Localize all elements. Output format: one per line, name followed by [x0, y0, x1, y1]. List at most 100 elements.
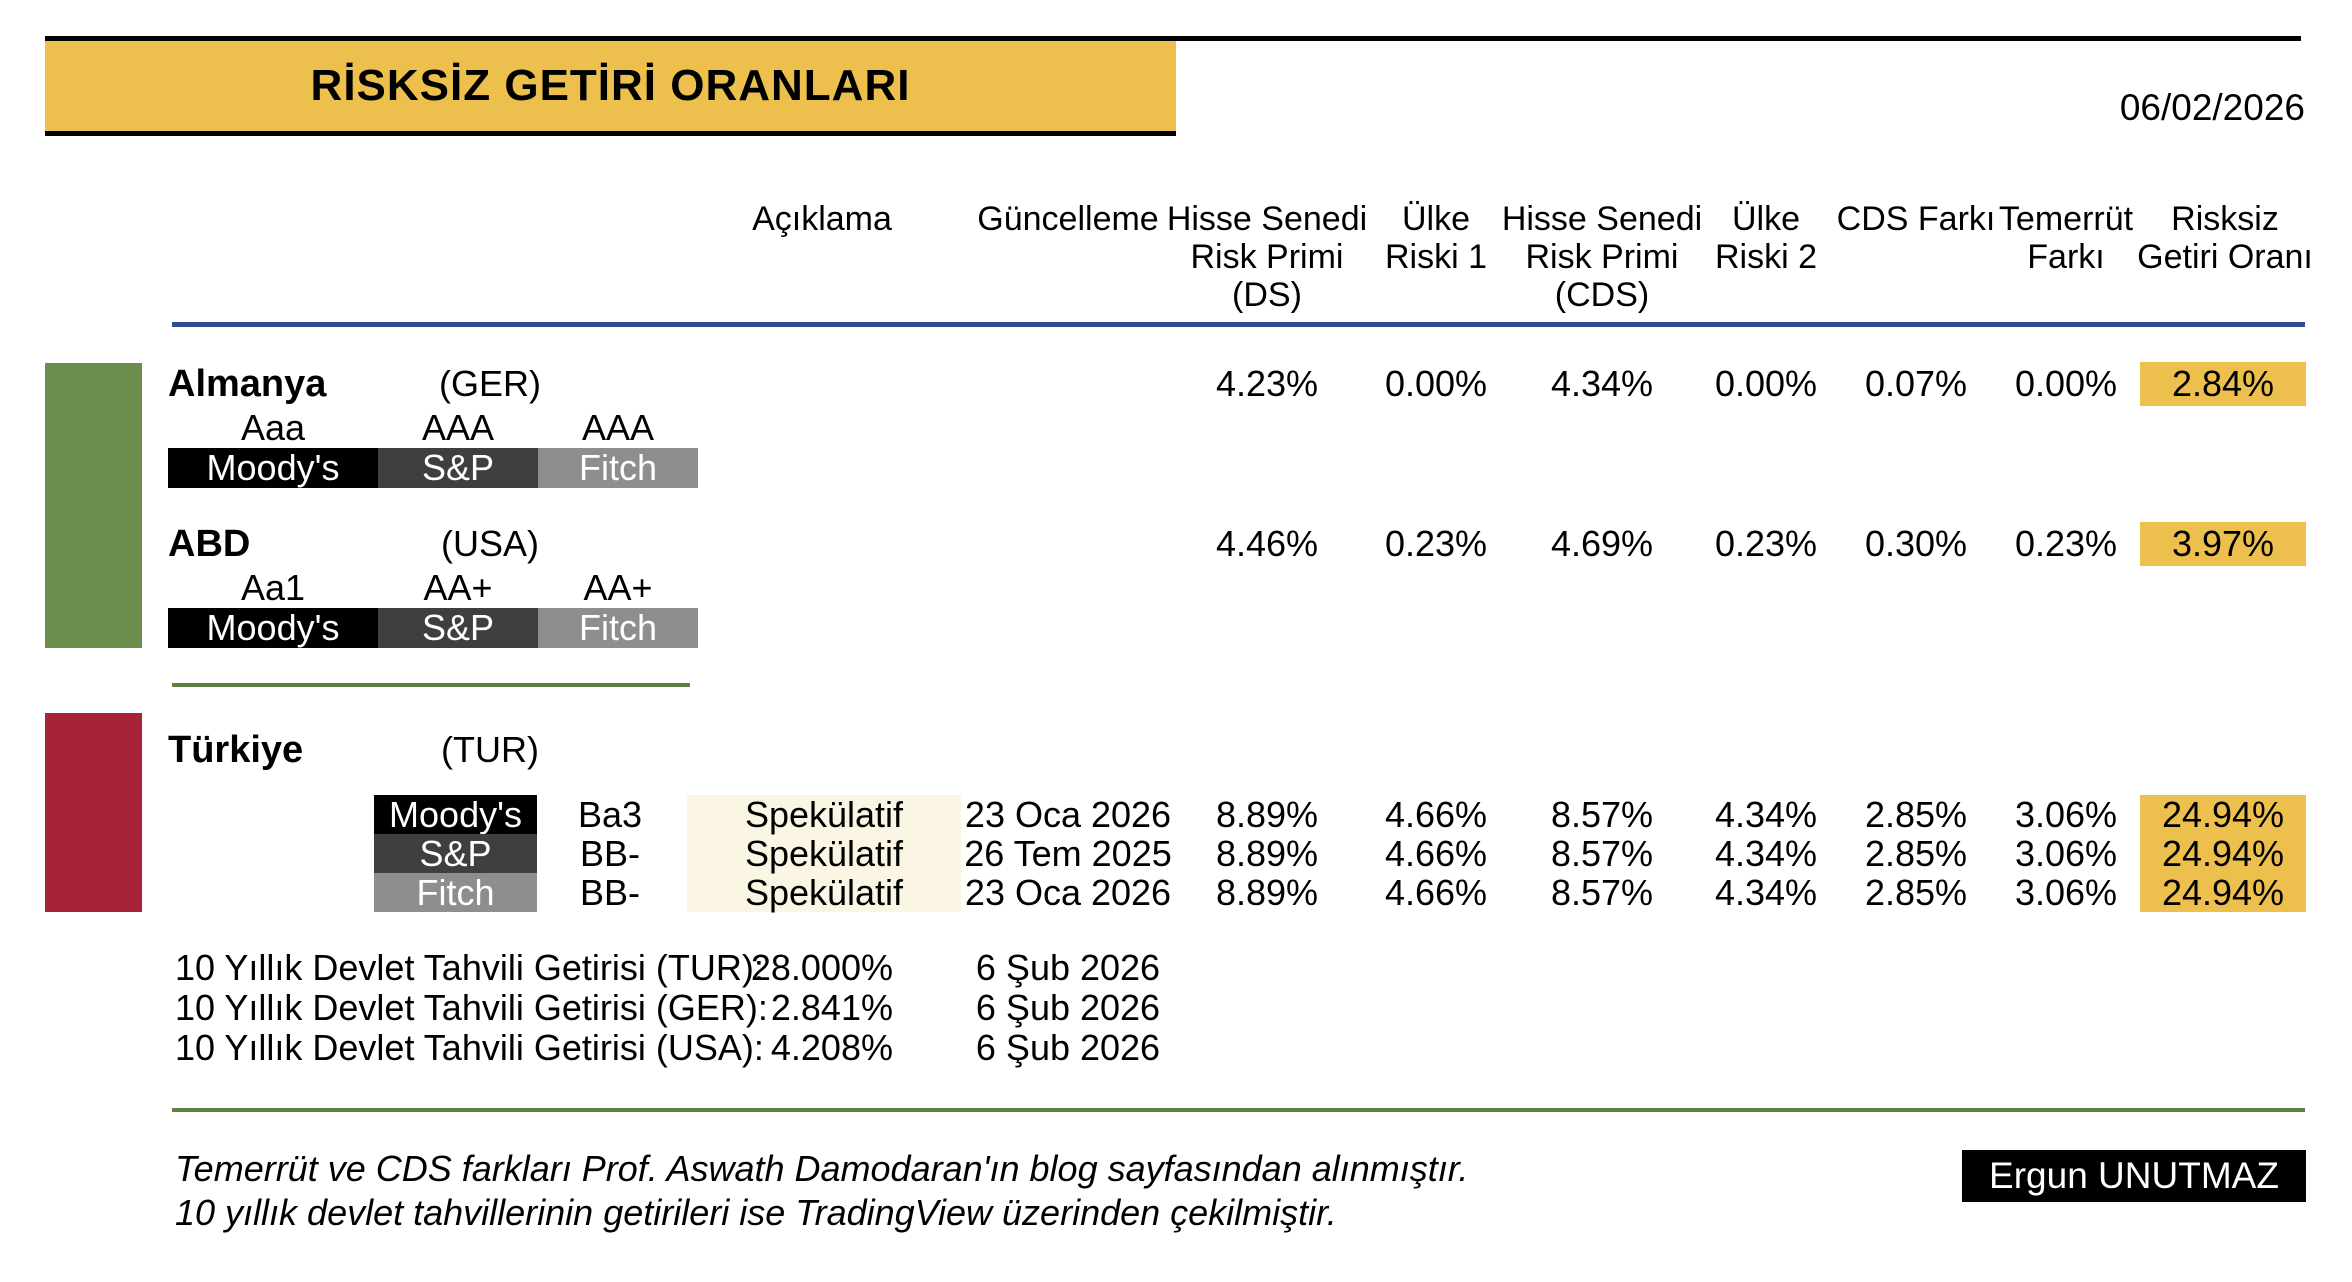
- value-ulke1: 4.66%: [1384, 871, 1488, 913]
- agency-badge-fitch: Fitch: [374, 872, 537, 913]
- bond-value: 4.208%: [770, 1027, 893, 1068]
- bond-row-ger: 10 Yıllık Devlet Tahvili Getirisi (GER):…: [0, 987, 2352, 1028]
- rating-sp: AAA: [421, 407, 495, 448]
- col-header-hisse-cds: Hisse Senedi Risk Primi (CDS): [1501, 200, 1703, 314]
- value-ulke2: 0.00%: [1714, 363, 1818, 404]
- report-date: 06/02/2026: [2119, 87, 2305, 128]
- outlook-block: [687, 795, 961, 912]
- bond-value: 28.000%: [750, 947, 893, 988]
- country-code: (USA): [441, 523, 539, 564]
- value-ulke1: 0.23%: [1384, 523, 1488, 564]
- rating-fitch: AAA: [581, 407, 655, 448]
- country-name: ABD: [168, 522, 251, 565]
- table-row-turkiye-moodys: Moody's Ba3 Spekülatif 23 Oca 2026 8.89%…: [0, 793, 2352, 835]
- col-header-hisse-ds: Hisse Senedi Risk Primi (DS): [1166, 200, 1368, 314]
- footer-rule: [172, 1108, 2305, 1112]
- header-rule: [172, 322, 2305, 327]
- rating-moodys: Aaa: [240, 407, 306, 448]
- risk-free-rate-highlight: 3.97%: [2140, 522, 2306, 566]
- value-temerrut: 3.06%: [2014, 793, 2118, 835]
- ratings-row-usa: Aa1 AA+ AA+: [0, 567, 2352, 608]
- update-cell: 26 Tem 2025: [964, 832, 1172, 874]
- value-cds: 8.57%: [1550, 871, 1654, 913]
- col-header-risksiz: Risksiz Getiri Oranı: [2137, 200, 2313, 276]
- value-cds-farki: 2.85%: [1864, 793, 1968, 835]
- country-code: (GER): [439, 363, 541, 404]
- agency-badge-moodys: Moody's: [374, 794, 537, 835]
- agency-badge-sp: S&P: [374, 833, 537, 874]
- turkiye-bar: [45, 713, 142, 912]
- rating-sp: AA+: [423, 567, 493, 608]
- rating-cell: Ba3: [577, 793, 643, 835]
- agencies-row-usa: Moody's S&P Fitch: [0, 607, 2352, 648]
- value-ulke1: 0.00%: [1384, 363, 1488, 404]
- table-row-turkiye-fitch: Fitch BB- Spekülatif 23 Oca 2026 8.89% 4…: [0, 871, 2352, 913]
- outlook-cell: Spekülatif: [744, 871, 904, 913]
- col-header-ulke2: Ülke Riski 2: [1714, 200, 1818, 276]
- value-temerrut: 0.00%: [2014, 363, 2118, 404]
- value-temerrut: 3.06%: [2014, 871, 2118, 913]
- value-ulke1: 4.66%: [1384, 793, 1488, 835]
- rating-fitch: AA+: [583, 567, 653, 608]
- agency-badge-sp: S&P: [378, 447, 538, 488]
- ratings-row-germany: Aaa AAA AAA: [0, 407, 2352, 448]
- value-cds-farki: 2.85%: [1864, 871, 1968, 913]
- value-ulke2: 4.34%: [1714, 793, 1818, 835]
- bond-label: 10 Yıllık Devlet Tahvili Getirisi (TUR):: [175, 947, 764, 988]
- title-underline: [45, 131, 1176, 136]
- bond-value: 2.841%: [770, 987, 893, 1028]
- outlook-cell: Spekülatif: [744, 832, 904, 874]
- table-row-turkiye-header: Türkiye (TUR): [0, 728, 2352, 772]
- country-code: (TUR): [441, 729, 539, 770]
- bond-label: 10 Yıllık Devlet Tahvili Getirisi (GER):: [175, 987, 768, 1028]
- rating-moodys: Aa1: [240, 567, 306, 608]
- risk-free-rate-cell: 24.94%: [2161, 871, 2285, 913]
- rating-cell: BB-: [579, 832, 640, 874]
- bond-date: 6 Şub 2026: [975, 1027, 1161, 1068]
- col-header-cds-farki: CDS Farkı: [1836, 200, 1996, 238]
- page-title: RİSKSİZ GETİRİ ORANLARI: [310, 61, 911, 110]
- col-header-guncelleme: Güncelleme: [977, 200, 1159, 238]
- value-ds: 8.89%: [1215, 871, 1319, 913]
- developed-markets-bar: [45, 363, 142, 648]
- bond-row-tur: 10 Yıllık Devlet Tahvili Getirisi (TUR):…: [0, 947, 2352, 988]
- value-ulke2: 0.23%: [1714, 523, 1818, 564]
- author-badge: Ergun UNUTMAZ: [1962, 1150, 2306, 1202]
- agency-badge-fitch: Fitch: [538, 447, 698, 488]
- value-temerrut: 3.06%: [2014, 832, 2118, 874]
- risk-free-rate-highlight: 2.84%: [2140, 362, 2306, 406]
- outlook-cell: Spekülatif: [744, 793, 904, 835]
- col-header-aciklama: Açıklama: [752, 200, 892, 238]
- section-divider: [172, 683, 690, 687]
- value-cds: 4.69%: [1550, 523, 1654, 564]
- value-cds: 4.34%: [1550, 363, 1654, 404]
- value-ulke1: 4.66%: [1384, 832, 1488, 874]
- risk-free-rate-block: [2140, 795, 2306, 912]
- value-cds-farki: 0.30%: [1864, 523, 1968, 564]
- bond-label: 10 Yıllık Devlet Tahvili Getirisi (USA):: [175, 1027, 764, 1068]
- bond-row-usa: 10 Yıllık Devlet Tahvili Getirisi (USA):…: [0, 1027, 2352, 1068]
- value-ds: 8.89%: [1215, 832, 1319, 874]
- table-row-usa: ABD (USA) 4.46% 0.23% 4.69% 0.23% 0.30% …: [0, 522, 2352, 566]
- value-ds: 4.23%: [1215, 363, 1319, 404]
- rating-cell: BB-: [579, 871, 640, 913]
- source-note-1: Temerrüt ve CDS farkları Prof. Aswath Da…: [175, 1148, 1469, 1189]
- update-cell: 23 Oca 2026: [964, 871, 1172, 913]
- value-cds-farki: 2.85%: [1864, 832, 1968, 874]
- bond-date: 6 Şub 2026: [975, 947, 1161, 988]
- value-cds: 8.57%: [1550, 832, 1654, 874]
- agency-badge-moodys: Moody's: [168, 447, 378, 488]
- value-ds: 4.46%: [1215, 523, 1319, 564]
- update-cell: 23 Oca 2026: [964, 793, 1172, 835]
- agency-badge-moodys: Moody's: [168, 607, 378, 648]
- value-temerrut: 0.23%: [2014, 523, 2118, 564]
- bond-date: 6 Şub 2026: [975, 987, 1161, 1028]
- value-cds: 8.57%: [1550, 793, 1654, 835]
- top-rule: [45, 36, 2301, 41]
- risk-free-rate-cell: 24.94%: [2161, 793, 2285, 835]
- agencies-row-germany: Moody's S&P Fitch: [0, 447, 2352, 488]
- value-ulke2: 4.34%: [1714, 871, 1818, 913]
- country-name: Almanya: [168, 362, 327, 405]
- value-cds-farki: 0.07%: [1864, 363, 1968, 404]
